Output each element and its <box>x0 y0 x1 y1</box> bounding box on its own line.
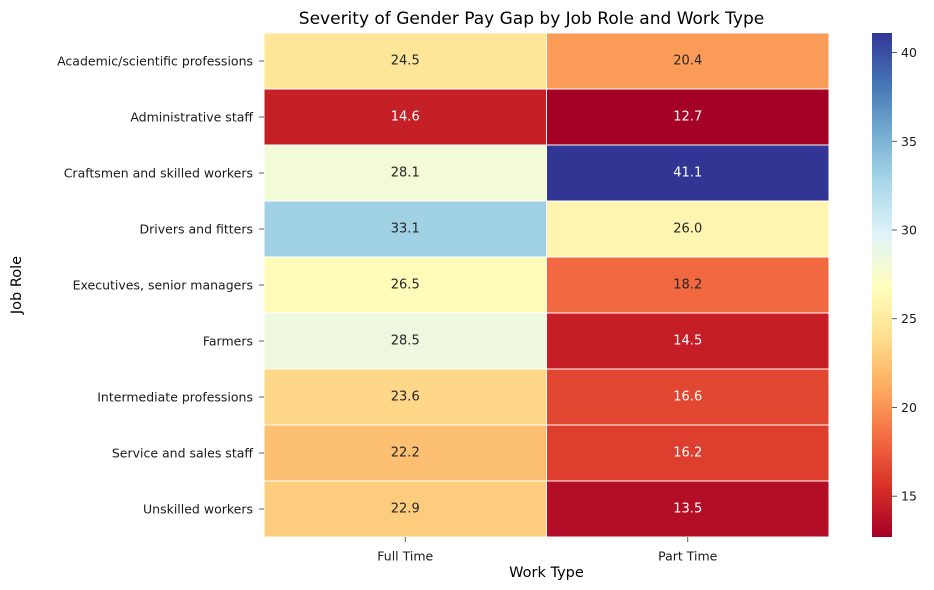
heatmap-cell <box>546 144 830 202</box>
heatmap-cell <box>263 368 547 426</box>
cell-value-label: 24.5 <box>391 54 420 69</box>
y-tick-label: Drivers and fitters <box>140 222 253 237</box>
cell-value-label: 22.2 <box>391 446 420 461</box>
cell-value-label: 16.2 <box>673 446 702 461</box>
y-tick-label: Service and sales staff <box>112 446 254 461</box>
cell-value-label: 12.7 <box>673 110 702 125</box>
x-tick-labels: Full Time Part Time <box>377 537 718 564</box>
cell-value-label: 28.1 <box>391 166 420 181</box>
y-tick-label: Academic/scientific professions <box>57 54 253 69</box>
heatmap-cell <box>546 480 830 538</box>
heatmap-cell <box>546 32 830 90</box>
cell-value-label: 13.5 <box>673 502 702 517</box>
heatmap-cell <box>546 200 830 258</box>
colorbar-tick-label: 15 <box>901 489 917 504</box>
colorbar-gradient <box>872 33 892 537</box>
x-tick-label: Part Time <box>658 549 718 564</box>
colorbar-tick-label: 25 <box>901 311 917 326</box>
chart-title: Severity of Gender Pay Gap by Job Role a… <box>299 9 764 29</box>
cell-value-label: 23.6 <box>391 390 420 405</box>
heatmap-cell <box>546 424 830 482</box>
x-axis-label: Work Type <box>509 565 584 581</box>
heatmap-cell <box>263 144 547 202</box>
heatmap-cell <box>546 256 830 314</box>
cell-value-label: 18.2 <box>673 278 702 293</box>
heatmap-cell <box>263 480 547 538</box>
heatmap-cell <box>263 32 547 90</box>
colorbar-tick-label: 35 <box>901 134 917 149</box>
cell-value-label: 14.6 <box>391 110 420 125</box>
colorbar-tick-label: 20 <box>901 400 917 415</box>
y-tick-labels: Academic/scientific professions Administr… <box>57 54 264 517</box>
cell-value-label: 16.6 <box>673 390 702 405</box>
cell-value-label: 26.0 <box>673 222 702 237</box>
cell-labels: 24.5 20.4 14.6 12.7 28.1 41.1 33.1 26.0 26.5 18.2… <box>391 54 702 517</box>
cell-value-label: 41.1 <box>673 166 702 181</box>
y-axis-label: Job Role <box>9 256 25 315</box>
heatmap-cell <box>263 88 547 146</box>
heatmap-cell <box>263 424 547 482</box>
x-tick-label: Full Time <box>377 549 433 564</box>
cell-value-label: 28.5 <box>391 334 420 349</box>
y-tick-label: Unskilled workers <box>143 502 253 517</box>
colorbar-tick-label: 40 <box>901 45 917 60</box>
heatmap-cell <box>546 88 830 146</box>
cell-value-label: 22.9 <box>391 502 420 517</box>
y-tick-label: Intermediate professions <box>97 390 253 405</box>
colorbar: 15 20 25 30 35 40 <box>872 33 917 537</box>
heatmap-cells <box>263 32 830 538</box>
y-tick-label: Administrative staff <box>130 110 253 125</box>
colorbar-tick-label: 30 <box>901 222 917 237</box>
cell-value-label: 20.4 <box>673 54 702 69</box>
cell-value-label: 33.1 <box>391 222 420 237</box>
y-tick-label: Craftsmen and skilled workers <box>64 166 253 181</box>
cell-value-label: 14.5 <box>673 334 702 349</box>
y-tick-label: Executives, senior managers <box>73 278 253 293</box>
cell-value-label: 26.5 <box>391 278 420 293</box>
y-tick-label: Farmers <box>203 334 253 349</box>
heatmap-cell <box>546 368 830 426</box>
heatmap-cell <box>546 312 830 370</box>
